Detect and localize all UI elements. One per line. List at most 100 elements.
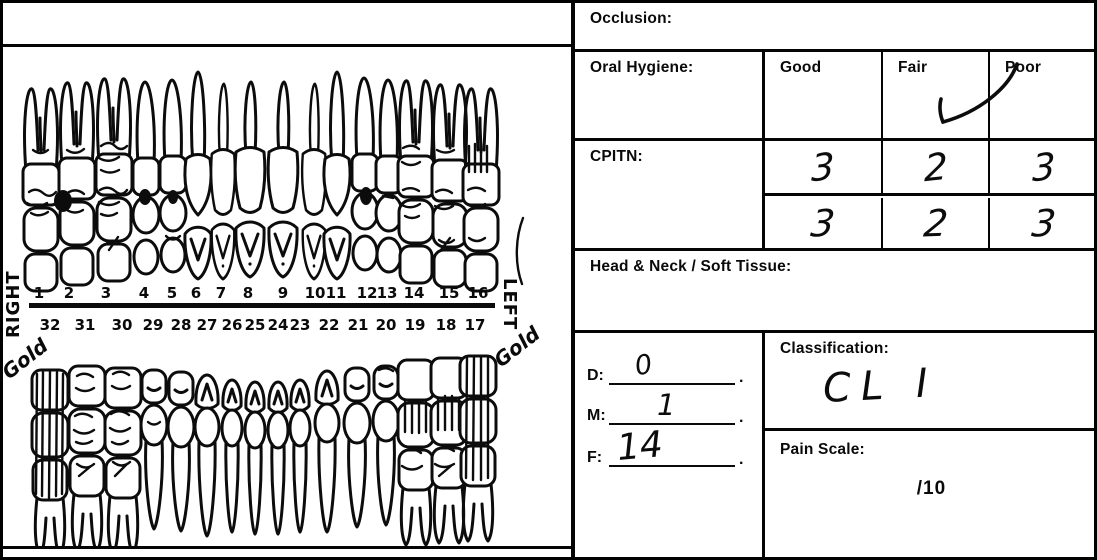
m-underline bbox=[609, 423, 735, 425]
cpitn-score-grid: 3 2 3 3 2 3 bbox=[765, 141, 1094, 248]
tooth-number: 29 bbox=[143, 316, 164, 334]
tooth-number: 27 bbox=[197, 316, 218, 334]
tooth-number: 23 bbox=[290, 316, 311, 334]
head-neck-label: Head & Neck / Soft Tissue: bbox=[590, 258, 792, 275]
tooth-number: 2 bbox=[64, 284, 74, 302]
tooth-22 bbox=[313, 369, 341, 534]
tooth-number: 21 bbox=[348, 316, 369, 334]
m-value: 1 bbox=[657, 388, 676, 422]
tooth-number: 24 bbox=[268, 316, 289, 334]
oral-hygiene-fair-cell: Fair bbox=[883, 52, 990, 138]
tooth-26 bbox=[220, 378, 244, 534]
tooth-number: 26 bbox=[222, 316, 243, 334]
head-neck-row: Head & Neck / Soft Tissue: bbox=[575, 251, 1094, 333]
cpitn-score-value: 3 bbox=[1032, 144, 1056, 190]
arch-divider-line bbox=[29, 303, 495, 308]
tooth-chart-illustration: RIGHT LEFT 1 2 3 4 5 6 7 8 9 10 11 12 13 bbox=[3, 70, 545, 547]
tooth-number: 15 bbox=[439, 284, 460, 302]
tooth-number: 7 bbox=[216, 284, 226, 302]
cpitn-score-cell: 2 bbox=[883, 198, 990, 248]
cpitn-score-value: 2 bbox=[923, 144, 948, 190]
tooth-7 bbox=[209, 82, 237, 281]
tooth-8 bbox=[233, 80, 267, 279]
tooth-10 bbox=[300, 82, 328, 281]
d-label: D: bbox=[587, 367, 604, 384]
tooth-number: 9 bbox=[278, 284, 288, 302]
cpitn-score-cell: 3 bbox=[990, 141, 1094, 193]
tooth-1 bbox=[21, 87, 61, 293]
pain-scale-label: Pain Scale: bbox=[780, 441, 865, 458]
classification-value: CL I bbox=[821, 360, 939, 412]
d-line-period: . bbox=[739, 369, 744, 386]
tooth-number: 32 bbox=[40, 316, 61, 334]
tooth-number-band: RIGHT LEFT 1 2 3 4 5 6 7 8 9 10 11 12 13 bbox=[3, 270, 520, 338]
tooth-number: 20 bbox=[376, 316, 397, 334]
cpitn-score-row-1: 3 2 3 bbox=[765, 141, 1094, 196]
tooth-number: 13 bbox=[377, 284, 398, 302]
lower-tooth-numbers: 32 31 30 29 28 27 26 25 24 23 22 21 20 1… bbox=[40, 316, 486, 334]
f-underline bbox=[609, 465, 735, 467]
cpitn-label-cell: CPITN: bbox=[575, 141, 765, 248]
oral-hygiene-label-cell: Oral Hygiene: bbox=[575, 52, 765, 138]
tooth-number: 22 bbox=[319, 316, 340, 334]
cpitn-score-cell: 2 bbox=[883, 141, 990, 193]
d-value: 0 bbox=[632, 348, 655, 383]
tooth-20 bbox=[371, 364, 401, 527]
dmf-cell: D: 0 . M: 1 . F: 14 . bbox=[575, 333, 765, 557]
tooth-3 bbox=[94, 77, 134, 283]
upper-restoration-marks bbox=[25, 141, 525, 286]
pain-scale-value: /10 bbox=[916, 478, 947, 499]
lower-restoration-marks bbox=[34, 354, 490, 500]
oral-hygiene-good-cell: Good bbox=[765, 52, 883, 138]
dmf-row-f: F: 14 . bbox=[587, 424, 757, 471]
oral-hygiene-row: Oral Hygiene: Good Fair Poor bbox=[575, 52, 1094, 141]
classification-label: Classification: bbox=[780, 340, 889, 357]
tooth-number: 28 bbox=[171, 316, 192, 334]
tooth-9 bbox=[266, 80, 300, 279]
tooth-11 bbox=[322, 70, 352, 281]
tooth-number: 10 bbox=[305, 284, 326, 302]
tooth-23 bbox=[288, 378, 312, 534]
tooth-24 bbox=[266, 380, 290, 536]
cpitn-label: CPITN: bbox=[590, 148, 643, 165]
upper-tooth-numbers: 1 2 3 4 5 6 7 8 9 10 11 12 13 14 15 16 bbox=[34, 284, 489, 302]
d-underline bbox=[609, 383, 735, 385]
tooth-chart-section: RIGHT LEFT 1 2 3 4 5 6 7 8 9 10 11 12 13 bbox=[3, 3, 571, 557]
tooth-number: 31 bbox=[75, 316, 96, 334]
cpitn-row: CPITN: 3 2 3 3 2 3 bbox=[575, 141, 1094, 251]
tooth-number: 8 bbox=[243, 284, 253, 302]
f-label: F: bbox=[587, 449, 603, 466]
f-value: 14 bbox=[615, 424, 665, 469]
tooth-25 bbox=[243, 380, 267, 536]
tooth-number: 5 bbox=[167, 284, 177, 302]
tooth-number: 1 bbox=[34, 284, 44, 302]
tooth-number: 4 bbox=[139, 284, 149, 302]
classification-cell: Classification: CL I bbox=[765, 333, 1094, 431]
oral-hygiene-label: Oral Hygiene: bbox=[590, 59, 694, 76]
lower-teeth-row bbox=[30, 354, 498, 547]
tooth-number: 16 bbox=[468, 284, 489, 302]
tooth-number: 30 bbox=[112, 316, 133, 334]
tooth-6 bbox=[183, 70, 213, 281]
exam-findings-panel: Occlusion: Oral Hygiene: Good Fair Poor … bbox=[571, 3, 1094, 557]
tooth-number: 12 bbox=[357, 284, 378, 302]
tooth-4 bbox=[131, 80, 161, 276]
good-option-label: Good bbox=[780, 59, 822, 76]
cpitn-score-value: 2 bbox=[921, 200, 950, 246]
fair-checkmark bbox=[938, 62, 1019, 125]
fair-option-label: Fair bbox=[898, 59, 928, 76]
tooth-12 bbox=[350, 76, 380, 272]
tooth-number: 17 bbox=[465, 316, 486, 334]
tooth-31 bbox=[67, 364, 107, 547]
dmf-row-m: M: 1 . bbox=[587, 388, 757, 429]
occlusion-label: Occlusion: bbox=[590, 10, 673, 27]
bottom-section: D: 0 . M: 1 . F: 14 . bbox=[575, 333, 1094, 557]
tooth-number: 19 bbox=[405, 316, 426, 334]
f-line-period: . bbox=[739, 451, 744, 468]
left-side-label: LEFT bbox=[499, 278, 520, 330]
occlusion-row: Occlusion: bbox=[575, 3, 1094, 52]
tooth-21 bbox=[342, 366, 372, 529]
right-side-label: RIGHT bbox=[3, 270, 24, 338]
tooth-number: 3 bbox=[101, 284, 111, 302]
tooth-14 bbox=[396, 79, 436, 285]
